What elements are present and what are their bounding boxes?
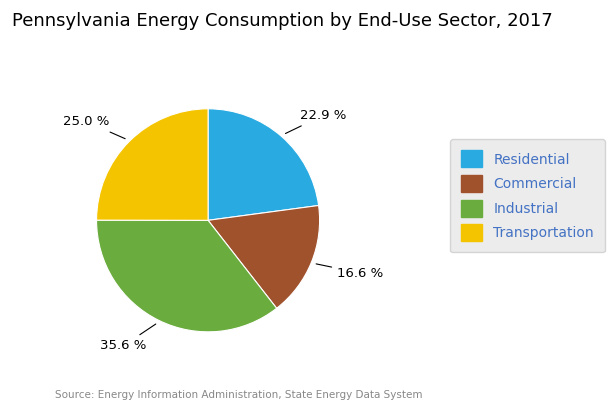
Wedge shape bbox=[97, 109, 208, 220]
Text: 16.6 %: 16.6 % bbox=[316, 264, 383, 279]
Text: 22.9 %: 22.9 % bbox=[285, 109, 346, 133]
Text: 35.6 %: 35.6 % bbox=[100, 324, 156, 352]
Text: Source: Energy Information Administration, State Energy Data System: Source: Energy Information Administratio… bbox=[55, 390, 422, 400]
Legend: Residential, Commercial, Industrial, Transportation: Residential, Commercial, Industrial, Tra… bbox=[450, 140, 605, 252]
Text: Pennsylvania Energy Consumption by End-Use Sector, 2017: Pennsylvania Energy Consumption by End-U… bbox=[12, 12, 553, 30]
Wedge shape bbox=[208, 206, 319, 308]
Text: 25.0 %: 25.0 % bbox=[63, 115, 125, 139]
Wedge shape bbox=[97, 220, 277, 332]
Wedge shape bbox=[208, 109, 319, 220]
